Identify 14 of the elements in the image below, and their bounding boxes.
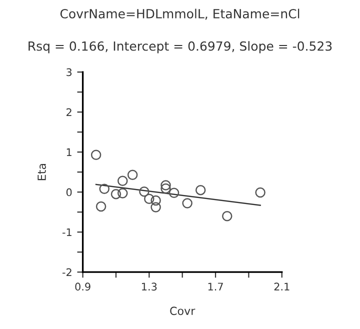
- x-tick-label: 1.3: [142, 282, 157, 291]
- y-tick-label: 0: [66, 188, 72, 196]
- chart-subtitle: Rsq = 0.166, Intercept = 0.6979, Slope = -0.523: [28, 41, 332, 54]
- y-tick-label: 1: [66, 148, 72, 156]
- chart-title: CovrName=HDLmmolL, EtaName=nCl: [60, 8, 300, 20]
- x-tick-label: 2.1: [274, 282, 290, 290]
- x-tick-label: 1.7: [208, 282, 223, 290]
- y-tick-label: 2: [66, 108, 72, 116]
- x-tick-label: 0.9: [75, 282, 90, 291]
- y-axis-title: Eta: [38, 164, 46, 180]
- y-tick-label: -1: [62, 228, 72, 236]
- x-axis-title: Covr: [170, 306, 196, 316]
- y-tick-label: 3: [66, 68, 72, 76]
- y-tick-label: -2: [62, 268, 72, 276]
